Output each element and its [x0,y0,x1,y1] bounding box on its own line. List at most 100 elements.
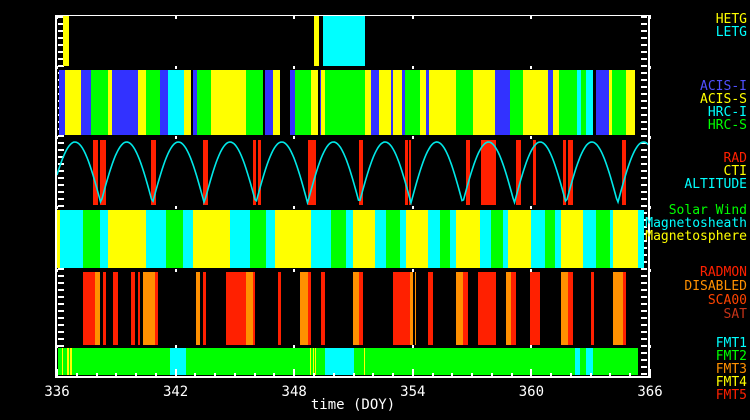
label-hrc-s: HRC-S [707,118,747,133]
segment-disabled [94,272,100,345]
segment-solar-wind [385,210,400,268]
label-radmon: RADMON [700,265,747,280]
segment-radmon [359,272,363,345]
segment-fmt4 [67,348,69,375]
x-tick-label: 348 [281,384,307,400]
segment-magnetosheath [502,210,508,268]
x-axis-line [55,376,651,378]
panel-major-tick [649,16,651,19]
label-fmt5: FMT5 [715,388,747,403]
legend-group-instruments: ACIS-I ACIS-S HRC-I HRC-S [700,80,747,132]
x-minor-tick [352,373,355,377]
segment-magnetosheath [265,210,275,268]
segment-rad [563,140,566,205]
panel-major-tick [56,16,58,19]
segment-rad [622,140,627,205]
x-minor-tick [253,373,256,377]
segment-magnetosphere [507,210,531,268]
segment-hrc-s [197,70,212,135]
segment-radmon [138,272,140,345]
y-axis-line-right [648,15,650,377]
segment-magnetosphere [405,210,428,268]
segment-fmt4 [312,348,314,375]
segment-acis-s [608,70,612,135]
panel-major-tick [530,66,533,69]
x-minor-tick [609,373,612,377]
legend-group-rad: RAD CTI ALTITUDE [684,152,747,191]
segment-solar-wind [249,210,266,268]
x-minor-tick [332,373,335,377]
segment-disabled [410,272,413,345]
segment-solar-wind [82,210,100,268]
segment-fmt4 [309,348,311,375]
x-minor-tick [569,373,572,377]
label-solar-wind: Solar Wind [668,203,747,218]
x-minor-tick [115,373,118,377]
segment-hrc-i [576,70,581,135]
segment-acis-s [183,70,192,135]
segment-rad [150,140,156,205]
segment-acis-i [495,70,510,135]
label-rad: RAD [723,151,747,166]
segment-acis-s [138,70,146,135]
label-magnetosphere: Magnetosphere [645,229,747,244]
segment-magnetosheath [609,210,613,268]
segment-rad [92,140,98,205]
segment-disabled [414,272,416,345]
legend-group-radmon: RADMON DISABLED SCA00 SAT [684,266,747,322]
segment-radmon [393,272,411,345]
segment-fmt4 [314,348,317,375]
segment-disabled [299,272,309,345]
label-sca00: SCA00 [707,293,747,308]
segment-acis-s [625,70,635,135]
x-minor-tick [312,373,315,377]
band-magnetosphere [57,210,650,268]
segment-rad [99,140,107,205]
panel-major-tick [293,16,296,19]
segment-disabled [142,272,156,345]
panel-major-tick [530,206,533,209]
segment-hetg [313,16,319,66]
legend-group-grating: HETG LETG [716,13,747,39]
panel-major-tick [649,206,651,209]
segment-radmon [103,272,106,345]
segment-acis-s [393,70,402,135]
segment-magnetosphere [57,210,60,268]
segment-acis-i [426,70,429,135]
y-axis-minor-ticks-right [641,16,647,376]
band-telemetry-format [57,348,650,375]
label-sat: SAT [723,307,747,322]
segment-radmon [308,272,311,345]
x-minor-tick [392,373,395,377]
segment-rad [257,140,261,205]
segment-acis-s [379,70,391,135]
segment-hrc-s [325,70,366,135]
segment-radmon [155,272,158,345]
x-major-tick [530,369,533,377]
segment-acis-i [193,70,198,135]
segment-magnetosphere [192,210,230,268]
panel-major-tick [530,345,533,348]
label-altitude: ALTITUDE [684,177,747,192]
segment-radmon [82,272,95,345]
x-minor-tick [154,373,157,377]
segment-magnetosheath [310,210,331,268]
segment-disabled [612,272,623,345]
segment-radmon [277,272,281,345]
segment-rad [359,140,363,205]
segment-radmon [567,272,573,345]
segment-radmon [428,272,433,345]
x-minor-tick [214,373,217,377]
panel-major-tick [530,16,533,19]
segment-solar-wind [330,210,346,268]
segment-rad [480,140,496,205]
panel-major-tick [293,206,296,209]
x-minor-tick [510,373,513,377]
x-minor-tick [451,373,454,377]
segment-radmon [130,272,135,345]
segment-fmt1 [170,348,186,375]
segment-magnetosheath [345,210,353,268]
segment-acis-i [319,70,322,135]
segment-letg [322,16,366,66]
segment-magnetosphere [560,210,583,268]
